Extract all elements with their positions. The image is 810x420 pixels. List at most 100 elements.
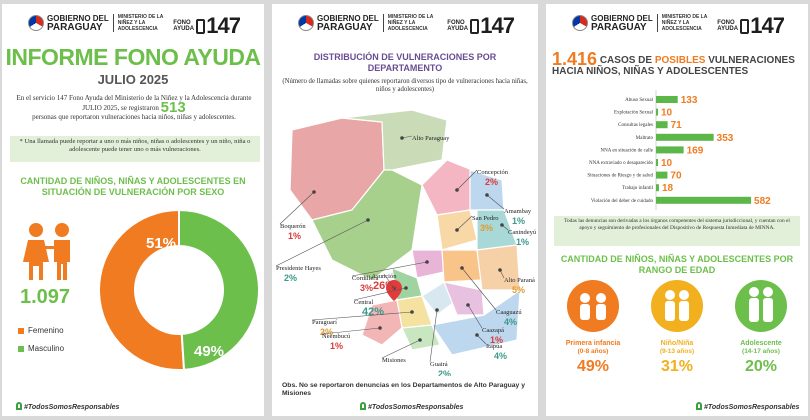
legend-male: Masculino: [18, 344, 64, 353]
map-leader-caaguaz-: [461, 267, 497, 311]
section-title-age: CANTIDAD DE NIÑOS, NIÑAS Y ADOLESCENTES …: [560, 254, 794, 275]
map-value-guair-: 2%: [438, 369, 451, 376]
total-children: 1.097: [20, 286, 71, 308]
map-value-san-pedro: 3%: [480, 223, 493, 233]
child-figure-icon: [651, 280, 703, 332]
intro-after: personas que reportaron vulneraciones ha…: [32, 113, 236, 121]
map-leader-boquer-n: [279, 191, 315, 225]
map-dot-concepci-n: [455, 188, 459, 192]
bar-violaci-n-del-deber-de-cuidado: [656, 196, 752, 204]
map-label-san-pedro: San Pedro: [472, 215, 499, 222]
map-label-alto-paran-: Alto Paraná: [504, 277, 535, 284]
gob-line1: GOBIERNO DEL: [591, 14, 653, 23]
referral-note: Todas las denuncias son derivadas a los …: [554, 216, 800, 246]
map-label-concepci-n: Concepción: [477, 169, 509, 176]
bar-value-violaci-n-del-deber-de-cuidado: 582: [754, 196, 771, 207]
map-value-alto-paran-: 5%: [512, 285, 525, 295]
map-value-central: 42%: [362, 306, 384, 318]
fono-label: FONO AYUDA: [717, 20, 739, 32]
map-leader-caazap-: [467, 304, 483, 329]
bar-label-violaci-n-del-deber-de-cuidado: Violación del deber de cuidado: [591, 199, 654, 204]
map-leader-central: [353, 287, 407, 301]
fono-label: FONO AYUDA: [173, 20, 195, 32]
map-value-concepci-n: 2%: [485, 177, 498, 187]
bar-maltrato: [656, 133, 714, 141]
map-dot-caaguaz-: [460, 266, 464, 270]
footer-hashtag: #TodosSomosResponsables: [360, 402, 463, 411]
map-region: [443, 281, 485, 316]
age-pct-teen: 20%: [744, 358, 778, 375]
bar-label-consultas-legales: Consultas legales: [618, 123, 653, 128]
ministry-name: MINISTERIO DE LA NIÑEZ Y LA ADOLESCENCIA: [112, 14, 171, 32]
map-label-central: Central: [354, 299, 373, 306]
map-leader-concepci-n: [456, 169, 478, 191]
map-label-alto-paraguay: Alto Paraguay: [412, 135, 450, 142]
panel-informe: GOBIERNO DEL PARAGUAY MINISTERIO DE LA N…: [2, 4, 264, 416]
bar-label-nna-extraviado-o-desaparecido: NNA extraviado o desaparecido: [589, 161, 654, 166]
children-icon: [23, 223, 70, 280]
hashtag-text: #TodosSomosResponsables: [24, 404, 120, 411]
gob-line2: PARAGUAY: [591, 22, 647, 33]
legend-male-label: Masculino: [28, 344, 65, 353]
map-dot-guair-: [435, 308, 439, 312]
donut-slice-masculino: [178, 208, 260, 371]
footer-hashtag: #TodosSomosResponsables: [16, 402, 119, 411]
ribbon-icon: [696, 402, 702, 410]
map-leader-paraguar-: [311, 311, 413, 321]
section-title-sex: CANTIDAD DE NIÑOS, NIÑAS Y ADOLESCENTES …: [20, 176, 246, 197]
fono-ayuda-logo: FONO AYUDA 147: [717, 13, 785, 39]
map-dot-itap-a: [475, 333, 479, 337]
age-label-infancy: Primera infancia: [565, 340, 621, 347]
bar-label-abuso-sexual: Abuso Sexual: [625, 98, 654, 103]
map-value-paraguar-: 2%: [320, 327, 333, 337]
map-dot-cordillera: [425, 260, 429, 264]
map-dot--eembuc-: [378, 326, 382, 330]
map-value-caazap-: 1%: [490, 335, 503, 345]
cases-bar-chart: Abuso Sexual 133 Explotación Sexual 10 Consu…: [587, 90, 771, 210]
legend-female-swatch: [18, 327, 24, 334]
donut-slice-femenino: [98, 208, 186, 371]
map-region: [361, 299, 403, 346]
map-label-presidente-hayes: Presidente Hayes: [276, 265, 321, 272]
hashtag-text: #TodosSomosResponsables: [368, 404, 464, 411]
age-group-infancy: Primera infancia (0-8 años) 49%: [552, 280, 634, 376]
bar-value-abuso-sexual: 133: [681, 95, 698, 106]
cases-word1: CASOS DE: [599, 55, 653, 66]
paraguay-seal-icon: [572, 15, 588, 31]
map-title: DISTRIBUCIÓN DE VULNERACIONES POR DEPART…: [313, 52, 497, 73]
phone-icon: [196, 18, 206, 34]
gob-line1: GOBIERNO DEL: [317, 14, 379, 23]
report-subtitle: JULIO 2025: [97, 72, 169, 87]
bar-consultas-legales: [656, 121, 668, 129]
map-label-asunci-n: Asunción: [372, 273, 398, 280]
map-leader-presidente-hayes: [275, 219, 369, 267]
legend-female: Femenino: [18, 326, 64, 335]
map-dot-alto-paran-: [498, 268, 502, 272]
header: GOBIERNO DEL PARAGUAY MINISTERIO DE LA N…: [546, 10, 808, 40]
map-dot-caazap-: [466, 303, 470, 307]
cases-rest: VULNERACIONES HACIA NIÑOS, NIÑAS Y ADOLE…: [552, 55, 795, 77]
map-leader-san-pedro: [456, 215, 473, 231]
ministry-name: MINISTERIO DE LA NIÑEZ Y LA ADOLESCENCIA: [656, 14, 715, 32]
map-dot-alto-paraguay: [400, 136, 404, 140]
legend-female-label: Femenino: [28, 326, 64, 335]
bar-value-nna-en-situaci-n-de-calle: 169: [687, 145, 704, 156]
donut-label-femenino: 51%: [146, 235, 176, 252]
bar-label-maltrato: Maltrato: [636, 136, 654, 141]
age-range-teen: (14-17 años): [742, 348, 780, 355]
map-value-itap-a: 4%: [494, 351, 507, 361]
map-label-guair-: Guairá: [430, 361, 448, 368]
age-pct-infancy: 49%: [576, 358, 610, 375]
map-observation: Obs. No se reportaron denuncias en los D…: [282, 382, 525, 397]
intro-text: En el servicio 147 Fono Ayuda del Minist…: [16, 94, 252, 122]
age-label-child: Niño/Niña: [660, 340, 694, 347]
legend-male-swatch: [18, 345, 24, 352]
infancy-figure-icon: [567, 280, 619, 332]
map-leader-guair-: [429, 309, 438, 363]
panel-casos: GOBIERNO DEL PARAGUAY MINISTERIO DE LA N…: [546, 4, 808, 416]
map-dot-central: [404, 286, 408, 290]
bar-situaciones-de-riesgo-y-de-salud: [656, 171, 668, 179]
map-dot-paraguar-: [410, 310, 414, 314]
bar-label-situaciones-de-riesgo-y-de-salud: Situaciones de Riesgo y de salud: [587, 174, 653, 179]
map-leader-cordillera: [351, 261, 428, 277]
